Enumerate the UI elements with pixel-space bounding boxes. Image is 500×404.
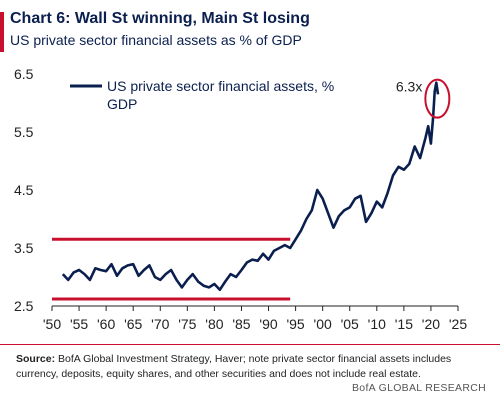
x-tick-label: '25: [449, 316, 467, 332]
x-tick-label: '50: [43, 316, 61, 332]
x-tick-label: '15: [395, 316, 413, 332]
title-accent-bar: [0, 12, 4, 52]
footer-divider: [0, 344, 500, 345]
y-tick-label: 6.5: [14, 66, 34, 82]
x-tick-label: '55: [70, 316, 88, 332]
annotation-circle: [424, 78, 451, 119]
y-tick-label: 4.5: [14, 182, 34, 198]
line-chart: '50 '55 '60 '65 '70 '75 '80 '85 '90 '95 '00 '05 '10 '…: [14, 66, 467, 332]
x-tick-label: '90: [259, 316, 277, 332]
source-label: Source:: [16, 353, 56, 365]
legend-label: US private sector financial assets, % GDP: [107, 78, 334, 112]
x-tick-label: '20: [422, 316, 440, 332]
x-tick-label: '85: [232, 316, 250, 332]
y-tick-label: 2.5: [14, 298, 34, 314]
source-note: Source: BofA Global Investment Strategy,…: [16, 352, 486, 382]
x-tick-label: '95: [286, 316, 304, 332]
x-tick-label: '70: [151, 316, 169, 332]
source-text: BofA Global Investment Strategy, Haver; …: [16, 353, 452, 380]
y-tick-label: 5.5: [14, 124, 34, 140]
x-tick-label: '65: [124, 316, 142, 332]
annotation-label: 6.3x: [396, 79, 422, 95]
x-tick-label: '10: [368, 316, 386, 332]
chart-title: Chart 6: Wall St winning, Main St losing: [10, 10, 310, 27]
y-tick-label: 3.5: [14, 240, 34, 256]
chart-subtitle: US private sector financial assets as % …: [10, 32, 302, 48]
brand-label: BofA GLOBAL RESEARCH: [352, 382, 486, 394]
x-tick-label: '05: [341, 316, 359, 332]
series-line: [61, 81, 440, 292]
x-tick-label: '00: [314, 316, 332, 332]
x-tick-label: '80: [205, 316, 223, 332]
x-tick-label: '75: [178, 316, 196, 332]
x-tick-label: '60: [97, 316, 115, 332]
